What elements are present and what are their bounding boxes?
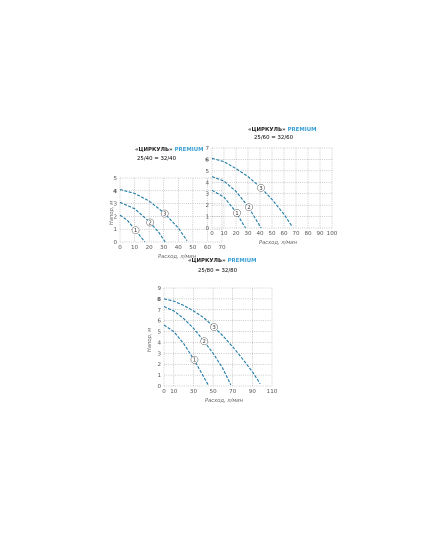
x-tick-label: 90 <box>316 231 324 237</box>
y-tick-label: 7 <box>157 308 161 314</box>
x-tick-label: 80 <box>304 231 312 237</box>
y-tick-label: 1 <box>113 227 117 233</box>
x-tick-label: 40 <box>256 231 264 237</box>
chart-title: «ЦИРКУЛЬ» PREMIUM <box>135 147 203 153</box>
x-tick-label: 50 <box>189 245 197 251</box>
chart-25-80-svg: «ЦИРКУЛЬ» PREMIUM 25/80 = 32/80 0 10 30 50 70… <box>147 258 278 404</box>
series-2-marker <box>245 203 253 212</box>
y-tick-label: 1 <box>157 373 161 379</box>
series-1-line <box>211 189 247 229</box>
x-axis-label: Расход, л/мин <box>205 398 244 404</box>
chart-title: «ЦИРКУЛЬ» PREMIUM <box>248 127 316 133</box>
chart-subtitle: 25/40 = 32/40 <box>137 156 177 162</box>
series-2-line <box>163 305 232 386</box>
title-accent: PREMIUM <box>288 127 317 133</box>
series-2-label: 2 <box>148 220 151 226</box>
chart-25-40: «ЦИРКУЛЬ» PREMIUM 25/40 = 32/40 0 10 20 30 40… <box>108 140 230 264</box>
y-tick-label: 4 <box>113 189 117 195</box>
series-3-marker <box>160 209 169 218</box>
chart-25-40-svg: «ЦИРКУЛЬ» PREMIUM 25/40 = 32/40 0 10 20 30 40… <box>109 147 226 260</box>
x-tick-label: 10 <box>220 231 228 237</box>
series-1-marker <box>131 226 140 235</box>
y-tick-label: 0 <box>205 226 209 232</box>
x-tick-label: 10 <box>170 389 178 395</box>
x-axis-label: Расход, л/мин <box>259 240 298 246</box>
y-tick-label: 9 <box>157 286 161 292</box>
series-3-line <box>119 188 188 242</box>
y-tick-label: 2 <box>113 214 117 220</box>
series-1-label: 1 <box>193 358 196 364</box>
y-tick-label: 3 <box>113 202 117 208</box>
x-tick-label: 30 <box>160 245 168 251</box>
x-tick-label: 20 <box>146 245 154 251</box>
x-tick-label: 50 <box>268 231 276 237</box>
y-tick-label: 6 <box>205 157 209 163</box>
series-3-label: 3 <box>259 186 262 192</box>
y-tick-label: 2 <box>205 203 209 209</box>
series-3-marker <box>257 184 265 192</box>
x-tick-label: 20 <box>232 231 240 237</box>
chart-25-80: «ЦИРКУЛЬ» PREMIUM 25/80 = 32/80 0 10 30 50 70… <box>140 252 288 416</box>
y-axis-label: Напор, м <box>109 201 115 225</box>
x-tick-label: 0 <box>162 389 166 395</box>
series-3-label: 3 <box>212 325 215 331</box>
series-3-label: 3 <box>163 211 166 217</box>
series-3-line <box>211 157 293 228</box>
series-2-marker <box>200 337 209 346</box>
x-tick-label: 70 <box>218 245 226 251</box>
y-tick-label: 5 <box>113 176 117 182</box>
title-accent: PREMIUM <box>228 258 257 264</box>
y-tick-label: 3 <box>157 351 161 357</box>
x-tick-label: 10 <box>131 245 139 251</box>
x-axis-label: Расход, л/мин <box>158 254 197 260</box>
y-tick-label: 6 <box>157 319 161 325</box>
y-tick-label: 1 <box>205 215 209 221</box>
series-3-marker <box>210 323 218 331</box>
chart-25-60: «ЦИРКУЛЬ» PREMIUM 25/60 = 32/60 0 10 20 30 40… <box>200 122 345 258</box>
series-1-marker <box>233 209 241 217</box>
series-2-label: 2 <box>203 339 206 345</box>
series-2-line <box>119 201 166 243</box>
y-tick-label: 0 <box>113 240 117 246</box>
chart-25-60-svg: «ЦИРКУЛЬ» PREMIUM 25/60 = 32/60 0 10 20 30 40… <box>205 127 338 246</box>
title-brand: «ЦИРКУЛЬ» <box>135 147 173 153</box>
chart-title: «ЦИРКУЛЬ» PREMIUM <box>188 258 256 264</box>
y-tick-label: 5 <box>157 330 161 336</box>
x-tick-label: 0 <box>118 245 122 251</box>
x-tick-label: 50 <box>210 389 218 395</box>
x-tick-label: 90 <box>249 389 257 395</box>
series-2-label: 2 <box>247 205 250 211</box>
series-2-marker <box>146 218 154 227</box>
title-brand: «ЦИРКУЛЬ» <box>188 258 226 264</box>
y-tick-label: 4 <box>205 180 209 186</box>
y-tick-label: 8 <box>157 297 161 303</box>
x-tick-label: 60 <box>204 245 212 251</box>
series-1-label: 1 <box>134 228 137 234</box>
series-1-label: 1 <box>235 211 238 217</box>
series-2-line <box>211 176 262 229</box>
x-tick-label: 110 <box>267 389 278 395</box>
y-tick-label: 5 <box>205 169 209 175</box>
series-1-line <box>163 324 209 386</box>
y-axis-label: Напор, м <box>147 328 153 352</box>
y-tick-label: 7 <box>205 146 209 152</box>
series-3-line <box>163 298 261 385</box>
y-tick-label: 2 <box>157 362 161 368</box>
x-tick-label: 100 <box>327 231 338 237</box>
series-1-marker <box>190 355 199 364</box>
x-tick-label: 30 <box>244 231 252 237</box>
x-tick-label: 30 <box>190 389 198 395</box>
x-tick-label: 40 <box>175 245 183 251</box>
x-tick-label: 70 <box>229 389 237 395</box>
x-tick-label: 70 <box>292 231 300 237</box>
x-tick-label: 60 <box>280 231 288 237</box>
chart-subtitle: 25/60 = 32/60 <box>254 135 294 141</box>
chart-subtitle: 25/80 = 32/80 <box>198 268 238 274</box>
y-tick-label: 0 <box>157 384 161 390</box>
y-tick-label: 3 <box>205 192 209 198</box>
y-tick-label: 4 <box>157 340 161 346</box>
title-brand: «ЦИРКУЛЬ» <box>248 127 286 133</box>
title-accent: PREMIUM <box>175 147 204 153</box>
x-tick-label: 0 <box>210 231 214 237</box>
